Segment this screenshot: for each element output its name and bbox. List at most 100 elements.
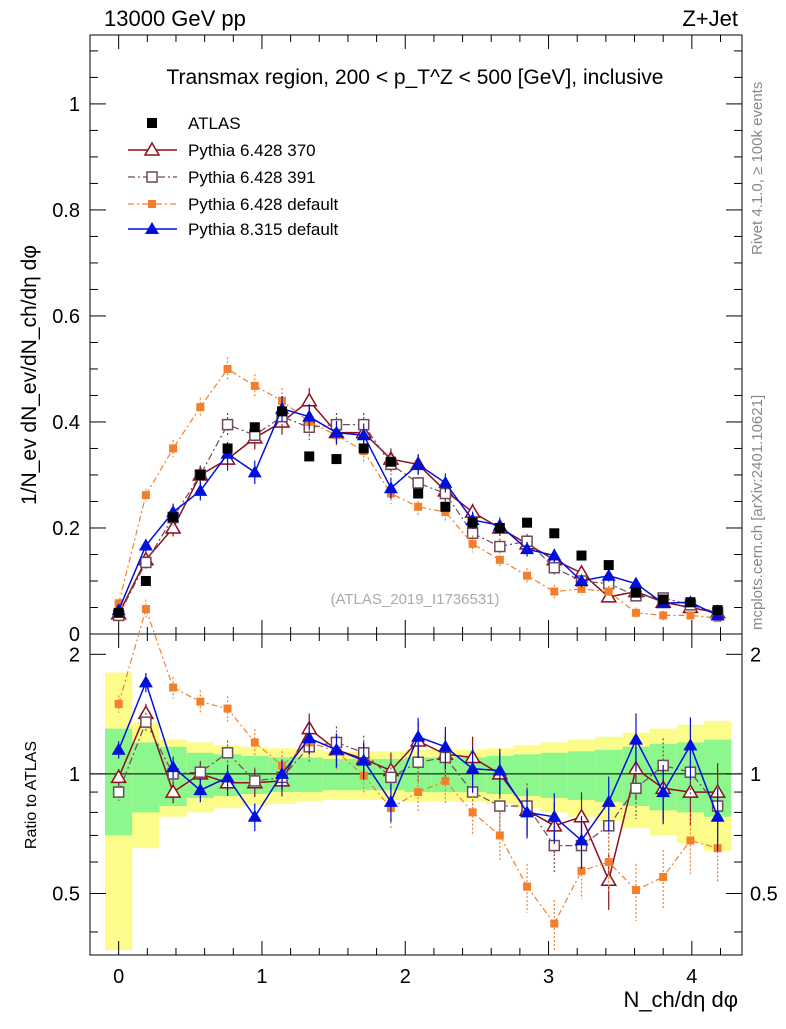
marker-data xyxy=(277,406,288,417)
marker-py6-default xyxy=(414,502,423,511)
x-tick-label: 3 xyxy=(543,966,554,988)
marker-data xyxy=(113,607,124,618)
marker-data xyxy=(249,422,260,433)
marker-py8-default xyxy=(145,222,159,234)
marker-py6-default xyxy=(495,831,504,840)
marker-py8-default xyxy=(329,742,344,755)
ratio-tick-label-right: 1 xyxy=(750,764,761,786)
marker-py8-default xyxy=(329,425,344,438)
marker-py6-370 xyxy=(164,783,182,798)
x-tick-label: 2 xyxy=(400,966,411,988)
marker-py6-370 xyxy=(600,871,618,886)
marker-py6-370 xyxy=(600,588,618,603)
marker-py8-default xyxy=(492,763,507,776)
marker-data xyxy=(630,587,641,598)
axes: 0 1 2 3 4 0 0.2 0.4 0.6 0.8 1 0.5 0.5 1 1 2 2 xyxy=(52,34,778,988)
marker-py8-default xyxy=(220,770,235,783)
ratio-tick-label-left: 1 xyxy=(69,764,80,786)
x-tick-label: 1 xyxy=(256,966,267,988)
marker-data xyxy=(549,528,560,539)
marker-py6-default xyxy=(686,611,695,620)
marker-py6-391 xyxy=(385,771,397,784)
marker-py6-default xyxy=(631,886,640,895)
marker-py6-default xyxy=(495,555,504,564)
marker-py6-default xyxy=(468,808,477,817)
marker-py6-391 xyxy=(494,540,506,553)
marker-py8-default xyxy=(628,732,643,745)
marker-py6-default xyxy=(550,587,559,596)
marker-data xyxy=(658,594,669,605)
marker-py6-391 xyxy=(494,800,506,812)
marker-py6-default xyxy=(441,508,450,517)
marker-data xyxy=(685,597,696,608)
marker-py8-default xyxy=(601,794,616,807)
marker-py6-default xyxy=(604,858,613,867)
marker-py6-391 xyxy=(146,171,158,183)
marker-py8-default xyxy=(193,783,208,796)
marker-py6-391 xyxy=(221,747,234,759)
marker-data xyxy=(147,118,157,128)
marker-py6-default xyxy=(577,584,586,593)
legend: ATLAS Pythia 6.428 370 Pythia 6.428 391 Pyt… xyxy=(128,114,339,239)
marker-py8-default xyxy=(438,475,453,488)
marker-py6-default xyxy=(604,587,613,596)
marker-py6-default xyxy=(250,381,259,390)
marker-py8-default xyxy=(356,753,371,766)
marker-py6-370 xyxy=(164,519,182,534)
marker-py6-391 xyxy=(630,782,642,795)
marker-py6-default xyxy=(631,608,640,617)
marker-py6-default xyxy=(141,491,150,500)
series-line-py8_def xyxy=(118,407,718,617)
marker-py6-default xyxy=(550,919,559,928)
y-axis-label: 1/N_ev dN_ev/dN_ch/dη dφ xyxy=(18,245,41,505)
marker-py8-default xyxy=(601,568,616,581)
marker-data xyxy=(331,454,342,465)
marker-py6-default xyxy=(141,605,150,614)
marker-py8-default xyxy=(574,573,589,586)
marker-py8-default xyxy=(138,675,153,688)
marker-py8-default xyxy=(138,538,153,551)
marker-py8-default xyxy=(166,760,181,773)
marker-py8-default xyxy=(383,481,398,494)
marker-py6-391 xyxy=(140,716,152,728)
y-tick-label: 0.2 xyxy=(52,518,80,540)
ratio-tick-label-right: 2 xyxy=(750,644,761,666)
marker-py8-default xyxy=(547,809,562,822)
y-tick-label: 0.8 xyxy=(52,200,80,222)
marker-py8-default xyxy=(547,548,562,561)
marker-py8-default xyxy=(356,428,371,441)
marker-py6-default xyxy=(250,738,259,747)
y-tick-label: 0.4 xyxy=(52,412,80,434)
marker-py6-391 xyxy=(194,766,207,778)
marker-data xyxy=(358,443,369,454)
marker-data xyxy=(385,456,396,467)
chart-title: Transmax region, 200 < p_T^Z < 500 [GeV]… xyxy=(167,66,664,89)
marker-data xyxy=(222,443,233,454)
marker-py6-391 xyxy=(548,561,561,574)
series-line-py6_def xyxy=(118,368,718,619)
series-marks xyxy=(110,357,726,951)
marker-py6-370 xyxy=(110,768,127,784)
y-tick-label: 1 xyxy=(69,94,80,116)
marker-py8-default xyxy=(465,761,480,774)
marker-py6-default xyxy=(659,873,668,882)
marker-py8-default xyxy=(520,805,535,818)
marker-py6-default xyxy=(223,704,232,713)
x-axis-label: N_ch/dη dφ xyxy=(623,987,738,1012)
marker-data xyxy=(140,575,151,586)
marker-py6-default xyxy=(414,788,423,797)
marker-py8-default xyxy=(193,483,208,496)
legend-label-data: ATLAS xyxy=(188,114,241,133)
x-tick-label: 4 xyxy=(686,966,697,988)
marker-py8-default xyxy=(438,739,453,752)
marker-data xyxy=(168,512,179,523)
marker-data xyxy=(494,522,505,533)
marker-py6-default xyxy=(577,866,586,875)
rivet-label: Rivet 4.1.0, ≥ 100k events xyxy=(749,82,766,255)
marker-py6-default xyxy=(196,697,205,706)
marker-py8-default xyxy=(656,785,671,798)
band-inner xyxy=(295,757,323,793)
marker-py8-default xyxy=(302,731,317,744)
marker-py6-default xyxy=(659,611,668,620)
